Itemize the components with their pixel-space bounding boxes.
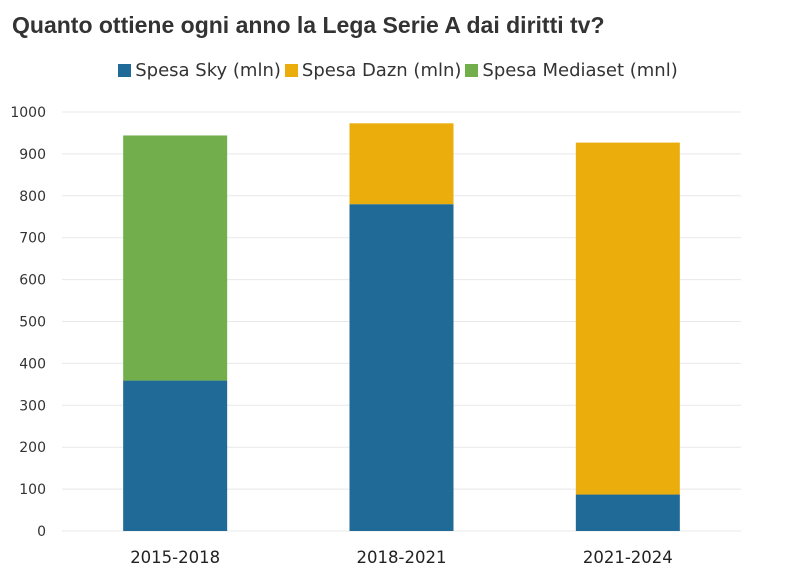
x-tick-label: 2021-2024	[583, 548, 673, 567]
bar-segment[interactable]	[575, 494, 680, 531]
y-tick-label: 900	[19, 147, 46, 163]
legend-swatch	[118, 64, 132, 77]
chart-title: Quanto ottiene ogni anno la Lega Serie A…	[12, 12, 605, 38]
bar-segment[interactable]	[123, 135, 228, 381]
y-tick-label: 800	[19, 189, 46, 205]
legend-item[interactable]: Spesa Mediaset (mnl)	[465, 60, 678, 81]
legend-label: Spesa Sky (mln)	[135, 60, 281, 81]
bar-segment[interactable]	[123, 380, 228, 531]
y-tick-label: 300	[19, 398, 46, 414]
legend-item[interactable]: Spesa Dazn (mln)	[284, 60, 462, 81]
x-tick-label: 2015-2018	[130, 548, 220, 567]
legend-label: Spesa Mediaset (mnl)	[482, 60, 678, 81]
bar-segment[interactable]	[349, 123, 454, 205]
y-tick-label: 600	[19, 273, 46, 289]
y-tick-label: 400	[19, 356, 46, 372]
y-tick-label: 200	[19, 440, 46, 456]
y-tick-label: 500	[19, 315, 46, 331]
legend: Spesa Sky (mln) Spesa Dazn (mln) Spesa Med…	[0, 60, 796, 81]
y-tick-label: 700	[19, 231, 46, 247]
bar-segment[interactable]	[575, 142, 680, 495]
y-tick-label: 1000	[10, 105, 46, 121]
legend-label: Spesa Dazn (mln)	[301, 60, 462, 81]
bar-segment[interactable]	[349, 204, 454, 531]
y-tick-label: 100	[19, 482, 46, 498]
legend-swatch	[465, 64, 479, 77]
legend-swatch	[284, 64, 298, 77]
legend-item[interactable]: Spesa Sky (mln)	[118, 60, 281, 81]
y-tick-label: 0	[37, 524, 46, 540]
x-tick-label: 2018-2021	[357, 548, 447, 567]
